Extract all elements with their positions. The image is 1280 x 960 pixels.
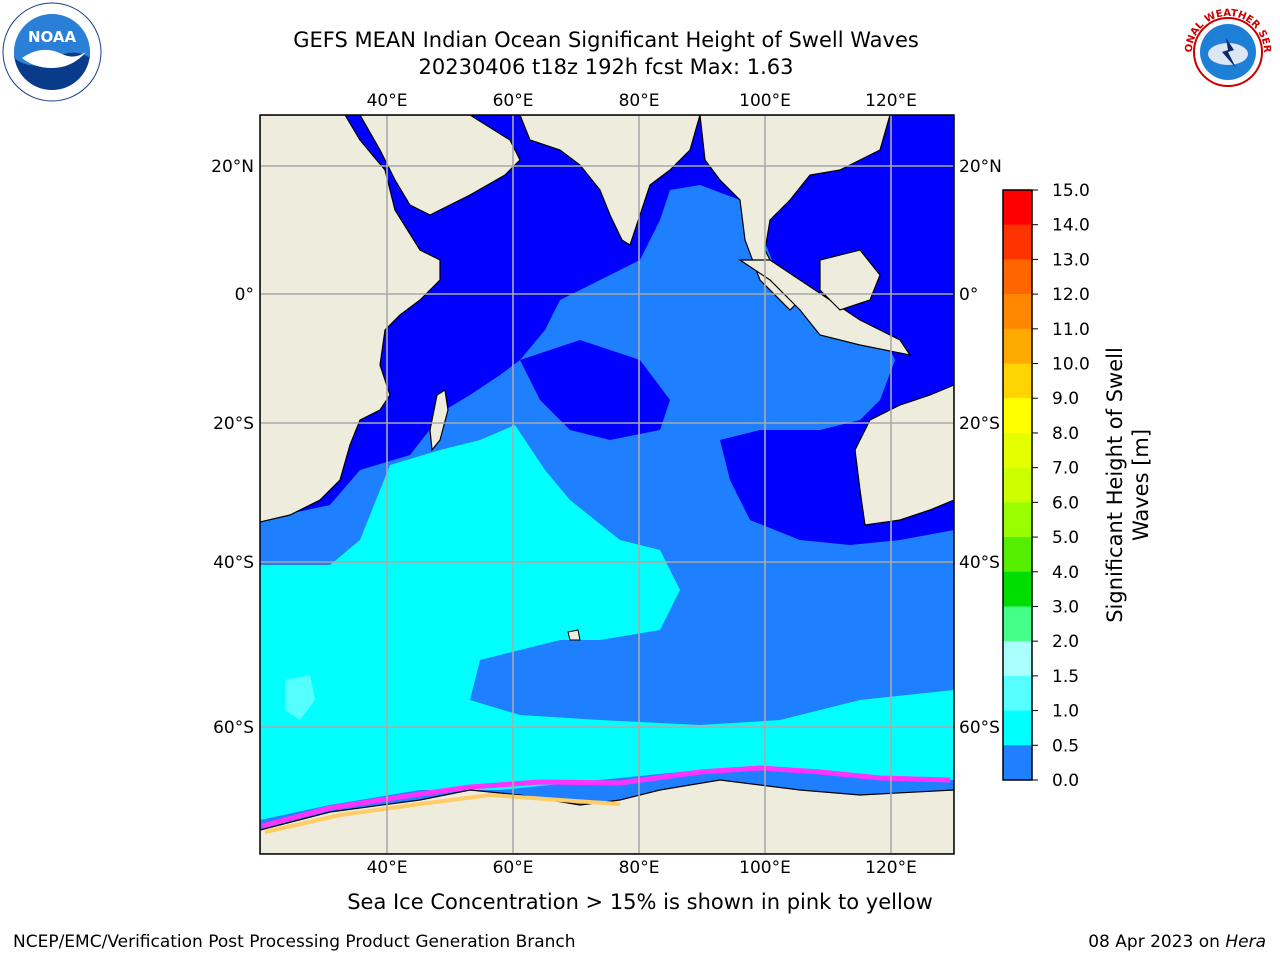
colorbar-segment bbox=[1003, 294, 1032, 330]
lat-label-left-20n: 20°N bbox=[211, 157, 254, 177]
lon-label-bottom-40e: 40°E bbox=[367, 858, 408, 878]
colorbar-title: Significant Height of Swell Waves [m] bbox=[1102, 347, 1154, 623]
borneo bbox=[819, 249, 881, 311]
lon-label-top-120e: 120°E bbox=[865, 91, 917, 111]
colorbar-segment bbox=[1003, 432, 1032, 469]
lon-label-top-100e: 100°E bbox=[739, 91, 791, 111]
colorbar-tick-label: 9.0 bbox=[1052, 389, 1079, 409]
noaa-logo-text: NOAA bbox=[28, 28, 77, 46]
africa bbox=[260, 115, 441, 523]
arabia bbox=[359, 115, 521, 216]
indonesia bbox=[738, 259, 912, 356]
colorbar-title-line1: Significant Height of Swell bbox=[1103, 347, 1127, 623]
lon-label-bottom-80e: 80°E bbox=[619, 858, 660, 878]
india bbox=[519, 115, 701, 246]
colorbar-tick-label: 0.0 bbox=[1052, 771, 1079, 791]
lat-label-right-20s: 20°S bbox=[959, 414, 1000, 434]
colorbar-segment bbox=[1003, 710, 1032, 746]
colorbar-segment bbox=[1003, 467, 1032, 503]
colorbar-tick-label: 8.0 bbox=[1052, 424, 1079, 444]
colorbar-segment bbox=[1003, 502, 1032, 538]
lat-label-right-0: 0° bbox=[959, 285, 978, 305]
colorbar-tick-label: 4.0 bbox=[1052, 563, 1079, 583]
colorbar: 15.0 14.0 13.0 12.0 11.0 10.0 9.0 8.0 7.0 6.0 5.0 4… bbox=[1002, 181, 1090, 791]
colorbar-tick-label: 1.0 bbox=[1052, 702, 1079, 722]
lat-label-left-40s: 40°S bbox=[213, 553, 254, 573]
colorbar-tick-label: 6.0 bbox=[1052, 493, 1079, 513]
lon-label-bottom-60e: 60°E bbox=[493, 858, 534, 878]
lon-label-bottom-100e: 100°E bbox=[739, 858, 791, 878]
colorbar-segment bbox=[1003, 675, 1032, 712]
colorbar-segment bbox=[1003, 606, 1032, 642]
colorbar-segment bbox=[1003, 259, 1032, 295]
colorbar-tick-label: 14.0 bbox=[1052, 216, 1090, 236]
map-frame bbox=[259, 114, 955, 855]
colorbar-segment bbox=[1003, 571, 1032, 607]
colorbar-segment bbox=[1003, 363, 1032, 399]
sea-ice-orange bbox=[264, 792, 621, 834]
map-title: GEFS MEAN Indian Ocean Significant Heigh… bbox=[293, 28, 919, 52]
australia bbox=[854, 384, 954, 526]
swell-band-0-0.5-central bbox=[520, 340, 670, 440]
lat-label-left-20s: 20°S bbox=[213, 414, 254, 434]
colorbar-tick-label: 2.0 bbox=[1052, 632, 1079, 652]
map-subtitle: 20230406 t18z 192h fcst Max: 1.63 bbox=[418, 55, 794, 79]
colorbar-title-line2: Waves [m] bbox=[1129, 428, 1153, 542]
colorbar-tick-label: 1.5 bbox=[1052, 667, 1079, 687]
nws-logo: NATIONAL WEATHER SERVICE bbox=[1178, 2, 1277, 101]
colorbar-tick-label: 10.0 bbox=[1052, 355, 1090, 375]
colorbar-tick-label: 11.0 bbox=[1052, 320, 1090, 340]
swell-band-1.5-2.0 bbox=[285, 675, 315, 720]
madagascar bbox=[429, 389, 449, 452]
colorbar-segment bbox=[1003, 224, 1032, 260]
footer-credit: NCEP/EMC/Verification Post Processing Pr… bbox=[13, 932, 576, 952]
graticule bbox=[260, 115, 954, 854]
lon-label-bottom-120e: 120°E bbox=[865, 858, 917, 878]
colorbar-tick-label: 15.0 bbox=[1052, 181, 1090, 201]
noaa-logo: NOAA bbox=[2, 2, 102, 102]
lat-label-left-60s: 60°S bbox=[213, 718, 254, 738]
footer-date-text: 08 Apr 2023 on bbox=[1088, 932, 1220, 952]
colorbar-tick-label: 3.0 bbox=[1052, 597, 1079, 617]
lon-label-top-80e: 80°E bbox=[619, 91, 660, 111]
colorbar-frame bbox=[1002, 189, 1033, 781]
lon-label-top-60e: 60°E bbox=[493, 91, 534, 111]
lon-label-top-40e: 40°E bbox=[367, 91, 408, 111]
colorbar-segment bbox=[1003, 328, 1032, 365]
swell-band-1.0-1.5 bbox=[260, 425, 954, 820]
colorbar-segment bbox=[1003, 537, 1032, 573]
lat-label-right-20n: 20°N bbox=[959, 157, 1002, 177]
lat-label-right-60s: 60°S bbox=[959, 718, 1000, 738]
colorbar-segment bbox=[1003, 745, 1032, 781]
colorbar-tick-label: 0.5 bbox=[1052, 736, 1079, 756]
colorbar-tick-label: 13.0 bbox=[1052, 250, 1090, 270]
lat-label-left-0: 0° bbox=[235, 285, 254, 305]
kerguelen bbox=[567, 629, 581, 641]
footer-host: Hera bbox=[1225, 932, 1266, 952]
sea-ice-caption: Sea Ice Concentration > 15% is shown in … bbox=[347, 890, 933, 914]
antarctica bbox=[260, 779, 954, 854]
colorbar-segment bbox=[1003, 641, 1032, 677]
colorbar-tick-label: 7.0 bbox=[1052, 459, 1079, 479]
colorbar-segment bbox=[1003, 190, 1032, 226]
colorbar-segment bbox=[1003, 398, 1032, 434]
colorbar-tick-label: 5.0 bbox=[1052, 528, 1079, 548]
footer-date: 08 Apr 2023 on Hera bbox=[1088, 932, 1266, 952]
colorbar-tick-label: 12.0 bbox=[1052, 285, 1090, 305]
sea-ice-pink bbox=[261, 765, 951, 829]
map-area bbox=[260, 115, 954, 854]
lat-label-right-40s: 40°S bbox=[959, 553, 1000, 573]
